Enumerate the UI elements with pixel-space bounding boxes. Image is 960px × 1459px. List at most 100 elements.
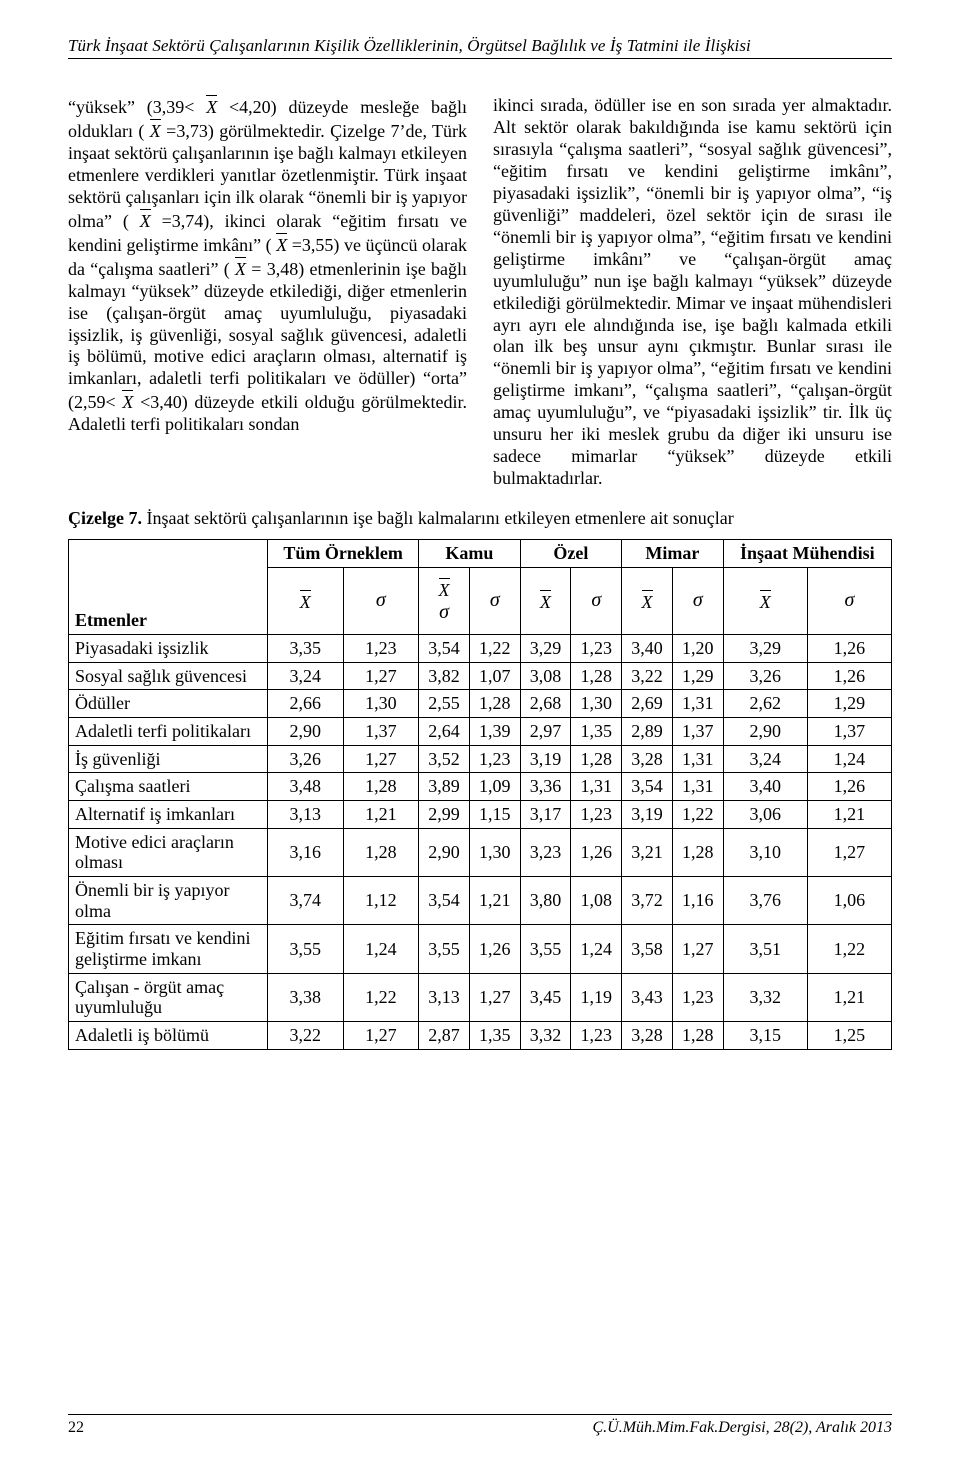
subhead-sigma-1: σ bbox=[469, 567, 520, 634]
cell-value: 1,27 bbox=[343, 1022, 419, 1050]
cell-value: 2,66 bbox=[268, 690, 344, 718]
cell-value: 3,21 bbox=[622, 828, 673, 876]
table-row: Sosyal sağlık güvencesi3,241,273,821,073… bbox=[69, 662, 892, 690]
row-label: İş güvenliği bbox=[69, 745, 268, 773]
subhead-xbar-0: X bbox=[268, 567, 344, 634]
cell-value: 2,89 bbox=[622, 717, 673, 745]
table-body: Piyasadaki işsizlik3,351,233,541,223,291… bbox=[69, 634, 892, 1049]
cell-value: 3,54 bbox=[419, 877, 470, 925]
cell-value: 3,55 bbox=[268, 925, 344, 973]
cell-value: 1,29 bbox=[807, 690, 891, 718]
table-row: Önemli bir iş yapıyor olma3,741,123,541,… bbox=[69, 877, 892, 925]
group-header-1: Kamu bbox=[419, 540, 521, 568]
cell-value: 3,24 bbox=[268, 662, 344, 690]
cell-value: 1,27 bbox=[343, 745, 419, 773]
table-row: Adaletli terfi politikaları2,901,372,641… bbox=[69, 717, 892, 745]
caption-bold: Çizelge 7. bbox=[68, 508, 142, 528]
cell-value: 1,23 bbox=[672, 973, 723, 1021]
cell-value: 3,72 bbox=[622, 877, 673, 925]
subhead-xbar-1: Xσ bbox=[419, 567, 470, 634]
cell-value: 1,19 bbox=[571, 973, 622, 1021]
table-row: Eğitim fırsatı ve kendini geliştirme imk… bbox=[69, 925, 892, 973]
cell-value: 1,30 bbox=[571, 690, 622, 718]
cell-value: 2,62 bbox=[723, 690, 807, 718]
cell-value: 1,35 bbox=[571, 717, 622, 745]
cell-value: 1,31 bbox=[571, 773, 622, 801]
cell-value: 3,23 bbox=[520, 828, 571, 876]
subhead-xbar-2: X bbox=[520, 567, 571, 634]
cell-value: 3,28 bbox=[622, 745, 673, 773]
cell-value: 1,21 bbox=[807, 800, 891, 828]
cell-value: 1,06 bbox=[807, 877, 891, 925]
cell-value: 3,32 bbox=[520, 1022, 571, 1050]
cell-value: 3,22 bbox=[268, 1022, 344, 1050]
cell-value: 3,29 bbox=[723, 634, 807, 662]
cell-value: 3,52 bbox=[419, 745, 470, 773]
cell-value: 1,26 bbox=[807, 662, 891, 690]
cell-value: 3,26 bbox=[723, 662, 807, 690]
cell-value: 2,68 bbox=[520, 690, 571, 718]
group-header-0: Tüm Örneklem bbox=[268, 540, 419, 568]
cell-value: 1,24 bbox=[571, 925, 622, 973]
cell-value: 2,69 bbox=[622, 690, 673, 718]
group-header-2: Özel bbox=[520, 540, 622, 568]
group-header-3: Mimar bbox=[622, 540, 724, 568]
cell-value: 3,43 bbox=[622, 973, 673, 1021]
cell-value: 1,09 bbox=[469, 773, 520, 801]
xbar-2: X bbox=[150, 119, 161, 143]
row-label: Çalışma saatleri bbox=[69, 773, 268, 801]
cell-value: 3,80 bbox=[520, 877, 571, 925]
cell-value: 3,22 bbox=[622, 662, 673, 690]
cell-value: 1,29 bbox=[672, 662, 723, 690]
cell-value: 1,26 bbox=[807, 634, 891, 662]
running-head: Türk İnşaat Sektörü Çalışanlarının Kişil… bbox=[68, 36, 892, 59]
cell-value: 1,21 bbox=[343, 800, 419, 828]
cell-value: 1,08 bbox=[571, 877, 622, 925]
table-row: İş güvenliği3,261,273,521,233,191,283,28… bbox=[69, 745, 892, 773]
row-label: Önemli bir iş yapıyor olma bbox=[69, 877, 268, 925]
table-row: Çalışma saatleri3,481,283,891,093,361,31… bbox=[69, 773, 892, 801]
cell-value: 1,28 bbox=[343, 828, 419, 876]
xbar-4: X bbox=[276, 233, 287, 257]
subhead-sigma-2: σ bbox=[571, 567, 622, 634]
cell-value: 3,55 bbox=[520, 925, 571, 973]
cell-value: 1,31 bbox=[672, 745, 723, 773]
row-label: Adaletli iş bölümü bbox=[69, 1022, 268, 1050]
cell-value: 3,55 bbox=[419, 925, 470, 973]
cell-value: 3,76 bbox=[723, 877, 807, 925]
row-label: Motive edici araçların olması bbox=[69, 828, 268, 876]
cell-value: 3,35 bbox=[268, 634, 344, 662]
table-caption: Çizelge 7. İnşaat sektörü çalışanlarının… bbox=[68, 508, 892, 529]
right-column: ikinci sırada, ödüller ise en son sırada… bbox=[493, 95, 892, 490]
cell-value: 2,90 bbox=[419, 828, 470, 876]
cell-value: 3,54 bbox=[419, 634, 470, 662]
cell-value: 1,23 bbox=[571, 800, 622, 828]
cell-value: 3,40 bbox=[723, 773, 807, 801]
cell-value: 1,23 bbox=[343, 634, 419, 662]
row-label: Alternatif iş imkanları bbox=[69, 800, 268, 828]
caption-rest: İnşaat sektörü çalışanlarının işe bağlı … bbox=[142, 508, 734, 528]
cell-value: 2,87 bbox=[419, 1022, 470, 1050]
cell-value: 1,23 bbox=[571, 634, 622, 662]
cell-value: 1,37 bbox=[343, 717, 419, 745]
cell-value: 1,28 bbox=[343, 773, 419, 801]
cell-value: 3,29 bbox=[520, 634, 571, 662]
corner-header: Etmenler bbox=[69, 540, 268, 635]
subhead-sigma-4: σ bbox=[807, 567, 891, 634]
cell-value: 1,31 bbox=[672, 773, 723, 801]
cell-value: 1,28 bbox=[571, 745, 622, 773]
cell-value: 3,16 bbox=[268, 828, 344, 876]
cell-value: 3,13 bbox=[419, 973, 470, 1021]
cell-value: 1,24 bbox=[343, 925, 419, 973]
cell-value: 3,19 bbox=[622, 800, 673, 828]
cell-value: 1,15 bbox=[469, 800, 520, 828]
table-row: Alternatif iş imkanları3,131,212,991,153… bbox=[69, 800, 892, 828]
cell-value: 1,26 bbox=[807, 773, 891, 801]
cell-value: 1,27 bbox=[807, 828, 891, 876]
row-label: Ödüller bbox=[69, 690, 268, 718]
cell-value: 3,40 bbox=[622, 634, 673, 662]
subhead-xbar-4: X bbox=[723, 567, 807, 634]
cell-value: 2,99 bbox=[419, 800, 470, 828]
subhead-sigma-0: σ bbox=[343, 567, 419, 634]
cell-value: 1,22 bbox=[807, 925, 891, 973]
